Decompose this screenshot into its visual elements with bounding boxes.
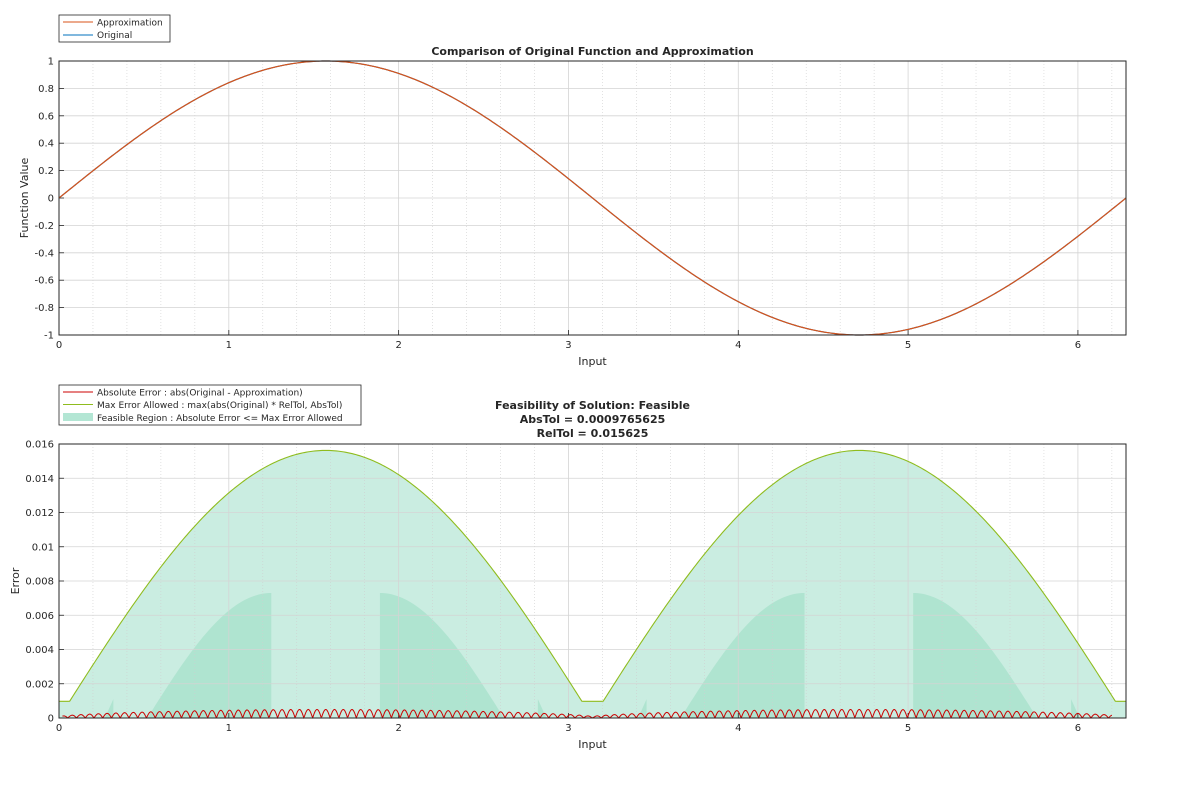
- y-tick-label: 0.6: [38, 111, 54, 122]
- y-tick-label: 0.014: [25, 474, 54, 485]
- chart2-series-lines: [59, 449, 1126, 720]
- chart1-legend: Approximation Original: [58, 14, 171, 43]
- x-tick-label: 5: [905, 723, 911, 734]
- x-tick-label: 0: [56, 723, 62, 734]
- legend-label-original: Original: [97, 31, 132, 41]
- overlap-region: [379, 592, 504, 718]
- chart2-y-axis-label: Error: [9, 567, 22, 594]
- legend-label-feasible-region: Feasible Region : Absolute Error <= Max …: [97, 414, 343, 424]
- overlap-spike: [1071, 699, 1080, 718]
- legend-label-absolute-error: Absolute Error : abs(Original - Approxim…: [97, 389, 303, 399]
- overlap-region: [680, 592, 805, 718]
- chart2-x-axis-label: Input: [578, 738, 607, 751]
- legend-label-approximation: Approximation: [97, 19, 163, 29]
- y-tick-label: 0: [48, 714, 54, 725]
- chart2-feasible-region: [59, 450, 1126, 718]
- y-tick-label: -0.2: [34, 221, 54, 232]
- y-tick-label: -0.4: [34, 248, 54, 259]
- overlap-region: [913, 592, 1038, 718]
- x-tick-label: 2: [395, 340, 401, 351]
- x-tick-label: 3: [565, 340, 571, 351]
- y-tick-label: -0.6: [34, 276, 54, 287]
- y-tick-label: 0: [48, 194, 54, 205]
- x-tick-label: 4: [735, 723, 741, 734]
- legend-swatch-feasible-region: [63, 413, 93, 421]
- y-tick-label: 0.016: [25, 440, 54, 451]
- chart1-x-tick-labels: 0 1 2 3 4 5 6: [56, 340, 1081, 351]
- chart1-series-lines: [58, 60, 1127, 336]
- chart1-x-axis-label: Input: [578, 355, 607, 368]
- y-tick-label: -1: [44, 331, 54, 342]
- y-tick-label: 0.8: [38, 84, 54, 95]
- function-comparison-chart: 0 1 2 3 4 5 6 1 0.8 0.6 0.4 0.2 0 -0.2 -0.4 -0.6 -0.8 -1…: [18, 14, 1127, 368]
- x-tick-label: 6: [1075, 340, 1081, 351]
- max-error-line: [59, 449, 1126, 702]
- x-tick-label: 1: [226, 723, 232, 734]
- y-tick-label: 0.4: [38, 139, 54, 150]
- chart2-title-line-3: RelTol = 0.015625: [537, 427, 649, 440]
- chart2-y-tick-labels: 0.016 0.014 0.012 0.01 0.008 0.006 0.004 0.002 0: [25, 440, 54, 725]
- y-tick-label: 0.004: [25, 645, 54, 656]
- legend-label-max-error: Max Error Allowed : max(abs(Original) * …: [97, 401, 342, 411]
- chart1-y-axis-label: Function Value: [18, 158, 31, 239]
- absolute-error-line: [62, 708, 1113, 720]
- chart2-title-line-2: AbsTol = 0.0009765625: [520, 413, 666, 426]
- x-tick-label: 3: [565, 723, 571, 734]
- chart2-x-tick-labels: 0 1 2 3 4 5 6: [56, 723, 1081, 734]
- x-tick-label: 2: [395, 723, 401, 734]
- overlap-region: [147, 592, 272, 718]
- chart2-axes-box: [58, 443, 1127, 719]
- x-tick-label: 1: [226, 340, 232, 351]
- chart1-title: Comparison of Original Function and Appr…: [431, 45, 753, 58]
- y-tick-label: 0.008: [25, 577, 54, 588]
- x-tick-label: 6: [1075, 723, 1081, 734]
- y-tick-label: 0.01: [32, 542, 54, 553]
- chart2-title-line-1: Feasibility of Solution: Feasible: [495, 399, 690, 412]
- y-tick-label: 0.012: [25, 508, 54, 519]
- x-tick-label: 5: [905, 340, 911, 351]
- chart1-y-tick-labels: 1 0.8 0.6 0.4 0.2 0 -0.2 -0.4 -0.6 -0.8 -1: [34, 57, 54, 342]
- series-line-approximation: [58, 60, 1127, 336]
- y-tick-label: 1: [48, 57, 54, 68]
- feasible-region-area: [59, 450, 1126, 718]
- y-tick-label: 0.006: [25, 611, 54, 622]
- y-tick-label: -0.8: [34, 303, 54, 314]
- chart2-legend: Absolute Error : abs(Original - Approxim…: [58, 384, 362, 426]
- chart1-axes-box: [58, 60, 1127, 336]
- y-tick-label: 0.2: [38, 166, 54, 177]
- x-tick-label: 0: [56, 340, 62, 351]
- x-tick-label: 4: [735, 340, 741, 351]
- y-tick-label: 0.002: [25, 679, 54, 690]
